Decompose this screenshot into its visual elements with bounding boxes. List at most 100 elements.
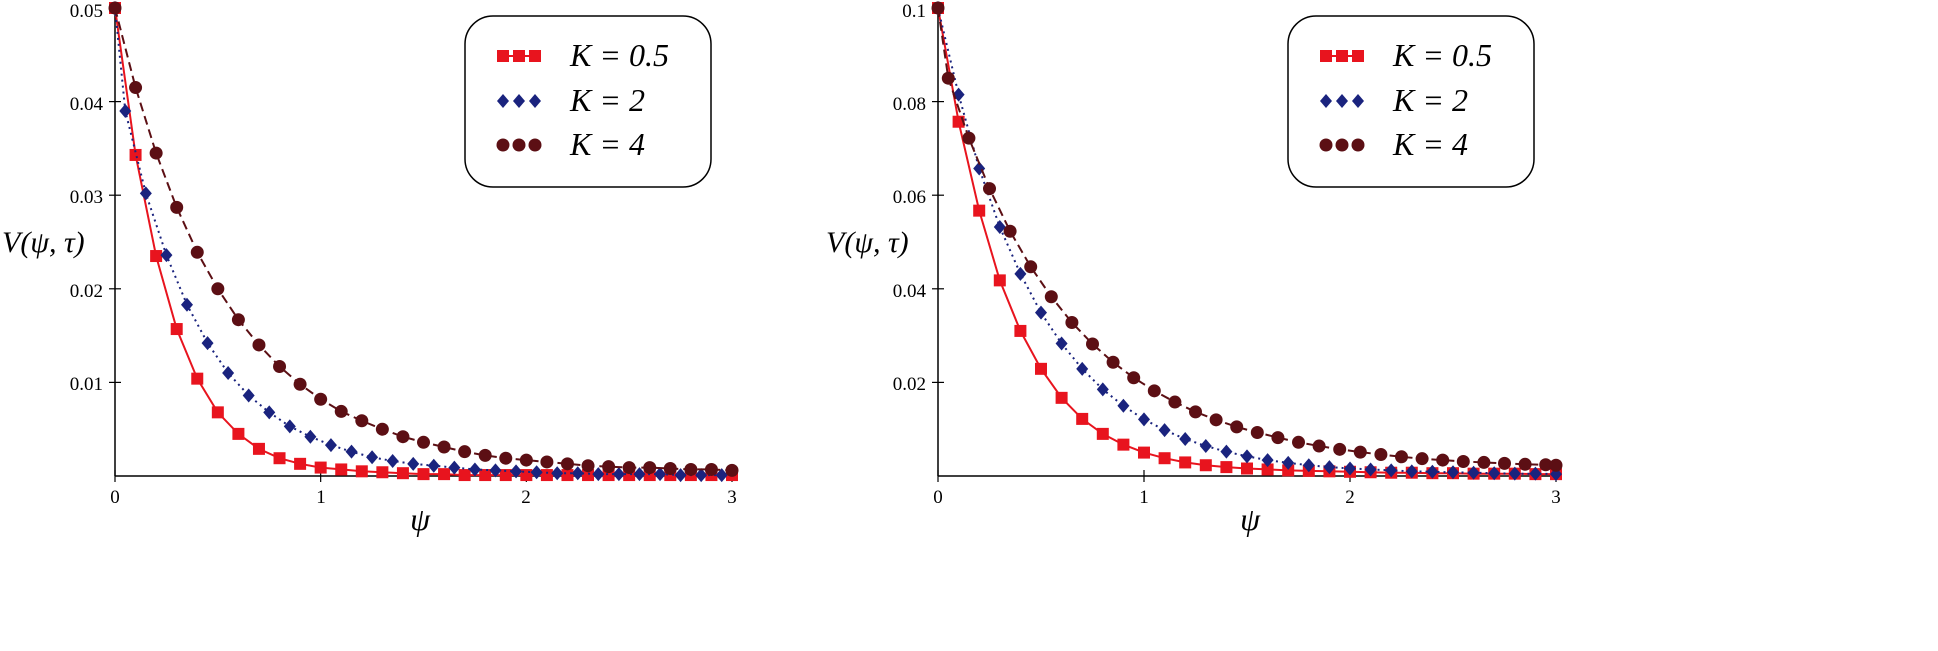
series-k-4-point: [273, 359, 287, 373]
legend-item-k-4: K = 4: [496, 126, 645, 162]
series-k-4-point: [1312, 439, 1326, 453]
series-k-4-point: [1415, 452, 1429, 466]
series-k-0-5-point: [1096, 427, 1109, 440]
series-k-4-point: [149, 146, 163, 160]
series-k-2-point: [1220, 444, 1233, 459]
legend-marker-diamond: [513, 94, 525, 108]
legend-label: K = 2: [1392, 82, 1468, 118]
legend-label: K = 2: [569, 82, 645, 118]
series-k-4-point: [293, 377, 307, 391]
series-k-4-point: [375, 422, 389, 436]
legend: K = 0.5 K = 2 K = 4: [464, 15, 712, 188]
series-k-0-5-point: [582, 469, 595, 482]
series-k-0-5-point: [396, 467, 409, 480]
series-k-4-point: [1477, 455, 1491, 469]
series-k-0-5-point: [993, 274, 1006, 287]
chart-left: 0.01 0.02 0.03 0.04 0.05 0 1 2 3 V(ψ, τ)…: [2, 1, 739, 537]
series-k-4-point: [1456, 454, 1470, 468]
series-k-2-point: [366, 450, 379, 465]
series-k-2-point: [715, 468, 728, 483]
series-k-2-point: [1179, 432, 1192, 447]
series-k-4-point: [1230, 420, 1244, 434]
series-k-2-point: [1508, 466, 1521, 481]
series-k-4-point: [437, 440, 451, 454]
series-k-0-5-point: [129, 148, 142, 161]
series-k-2-point: [571, 466, 584, 481]
series-k-2-point: [993, 220, 1006, 235]
legend-label: K = 4: [569, 126, 645, 162]
series-k-4-point: [252, 338, 266, 352]
legend-marker-circle: [1351, 138, 1365, 152]
x-tick-label: 2: [1345, 487, 1355, 508]
series-k-4-point: [1498, 456, 1511, 470]
x-tick-label: 1: [316, 487, 326, 508]
series-k-2-point: [1096, 382, 1109, 397]
series-k-0-5-point: [1261, 463, 1274, 476]
series-k-4-point: [983, 182, 996, 196]
x-axis-label: ψ: [410, 501, 431, 537]
series-k-2-point: [201, 336, 214, 351]
series-k-4-point: [1147, 384, 1161, 398]
series-k-2-point: [1282, 455, 1295, 470]
series-k-0-5-point: [191, 372, 204, 385]
series-k-0-5-point: [1035, 362, 1047, 375]
y-axis-label: V(ψ, τ): [2, 226, 85, 259]
series-k-4-point: [396, 430, 410, 444]
series-k-0-5-point: [1199, 459, 1212, 472]
series-k-4-point: [499, 451, 513, 465]
series-k-0-5-point: [355, 465, 368, 478]
series-k-2-point: [1055, 336, 1068, 351]
x-tick-label: 3: [727, 487, 737, 508]
series-k-2-point: [1014, 266, 1027, 281]
series-k-2-point: [1302, 458, 1315, 473]
series-k-0-5-point: [1138, 446, 1150, 459]
x-tick-label: 0: [110, 487, 120, 508]
series-k-0-5-point: [1055, 391, 1068, 404]
series-k-4-point: [129, 81, 143, 95]
series-k-0-5-point: [1241, 462, 1253, 475]
x-ticks: 0 1 2 3: [110, 487, 737, 508]
series-k-2-point: [1447, 465, 1459, 480]
series-k-2-point: [345, 444, 358, 459]
series-k-4-point: [540, 455, 554, 469]
series-k-2-point: [1385, 463, 1398, 478]
x-ticks: 0 1 2 3: [933, 487, 1561, 508]
series-k-2-point: [1529, 466, 1542, 481]
series-k-2-point: [633, 467, 646, 482]
series-k-2-point: [1488, 466, 1501, 481]
series-k-4-point: [602, 460, 616, 474]
series-k-0-5-point: [1158, 452, 1171, 465]
legend-marker-circle: [1335, 138, 1349, 152]
series-k-4-point: [1024, 260, 1038, 274]
y-tick-label: 0.04: [893, 281, 927, 302]
series-k-4-point: [1539, 458, 1553, 472]
legend-label: K = 0.5: [1392, 37, 1492, 73]
x-tick-label: 1: [1139, 487, 1149, 508]
series-k-2-point: [386, 454, 399, 469]
legend-marker-circle: [512, 138, 526, 152]
legend-marker-diamond: [1352, 94, 1364, 108]
series-k-4-point: [725, 463, 739, 477]
series-k-2-point: [263, 405, 276, 420]
legend-marker-circle: [1319, 138, 1333, 152]
chart-right: 0.02 0.04 0.06 0.08 0.1 0 1 2 3 V(ψ, τ) …: [826, 1, 1563, 537]
series-k-0-5-point: [417, 468, 430, 481]
series-k-4-point: [1086, 337, 1099, 351]
series-k-0-5-point: [376, 466, 389, 479]
series-k-4-point: [962, 131, 976, 145]
series-k-0-5-point: [335, 463, 348, 476]
series-k-0-5-point: [294, 457, 307, 470]
series-k-2-point: [1035, 305, 1047, 320]
series-k-2-point: [674, 468, 687, 483]
y-tick-label: 0.08: [893, 94, 926, 115]
series-k-4-point: [1106, 355, 1120, 369]
series-k-2-point: [448, 460, 461, 475]
series-k-2-point: [1158, 423, 1171, 438]
series-k-4-point: [704, 462, 718, 476]
series-k-4-point: [334, 404, 348, 418]
series-k-2-point: [324, 438, 337, 453]
series-k-0-5-point: [1179, 456, 1192, 469]
series-k-2-point: [1241, 449, 1253, 464]
x-axis-label: ψ: [1240, 501, 1261, 537]
